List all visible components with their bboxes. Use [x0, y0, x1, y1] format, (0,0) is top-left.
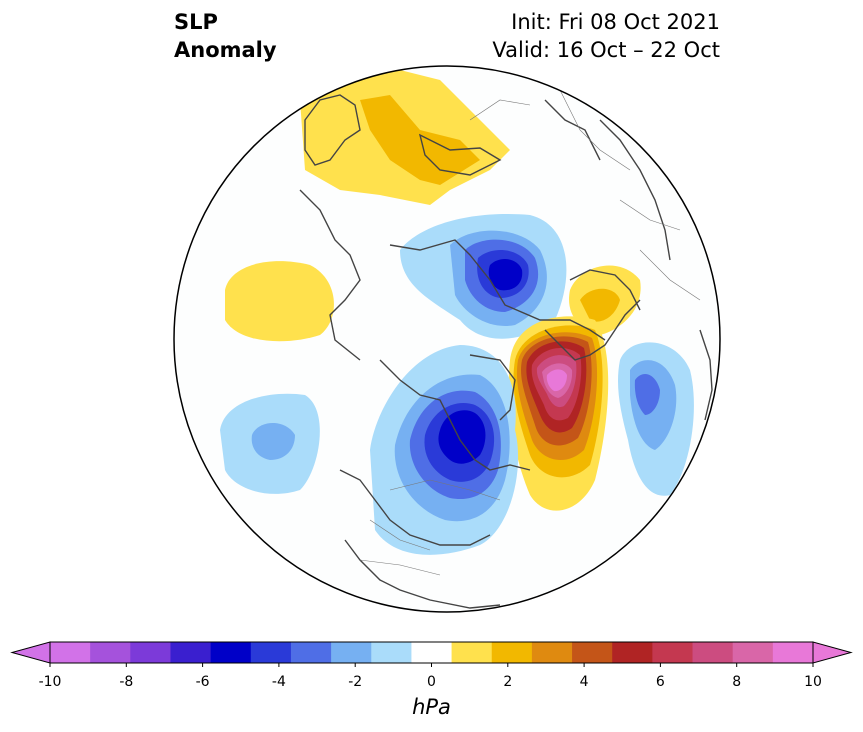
map-subtitle: Init: Fri 08 Oct 2021 Valid: 16 Oct – 22… [492, 8, 720, 64]
anomaly-barents-low [400, 214, 567, 339]
colorbar-swatch [371, 642, 412, 663]
globe-boundary [173, 65, 721, 613]
colorbar-tick-label: -2 [348, 674, 363, 690]
colorbar-tick-label: 2 [503, 674, 513, 690]
colorbar-swatch [250, 642, 292, 663]
colorbar-swatch [531, 642, 573, 663]
colorbar-swatch [572, 642, 613, 663]
colorbar-swatch [652, 642, 694, 663]
colorbar-swatch [210, 642, 252, 663]
colorbar-tick-label: 8 [732, 674, 742, 690]
title-line-1: SLP [174, 10, 218, 34]
colorbar [10, 641, 853, 667]
colorbar-swatch [331, 642, 372, 663]
polar-map [173, 65, 721, 613]
colorbar-tick-label: 10 [804, 674, 822, 690]
colorbar-swatch [290, 642, 332, 663]
country-borders [359, 89, 701, 576]
coastlines [299, 94, 713, 609]
colorbar-swatch [451, 642, 493, 663]
title-line-2: Anomaly [174, 38, 277, 62]
anomaly-east-atlantic-low [617, 342, 694, 496]
colorbar-extend-low [10, 641, 51, 664]
anomaly-pacific-low [220, 393, 320, 494]
colorbar-unit-label: hPa [412, 695, 451, 719]
valid-range: Valid: 16 Oct – 22 Oct [492, 38, 720, 62]
colorbar-tick-label: 0 [427, 674, 436, 690]
colorbar-tick-label: 6 [655, 674, 665, 690]
colorbar-swatch [90, 642, 131, 663]
colorbar-tick-label: -6 [195, 674, 210, 690]
colorbar-tick-label: 4 [579, 674, 589, 690]
anomaly-pacific-positive [225, 261, 334, 342]
colorbar-swatch [170, 642, 212, 663]
colorbar-swatch [50, 642, 91, 663]
colorbar-extend-high [812, 641, 853, 664]
colorbar-swatch [772, 642, 814, 663]
colorbar-swatch [692, 642, 734, 663]
colorbar-tick-label: -4 [271, 674, 286, 690]
init-date: Init: Fri 08 Oct 2021 [511, 10, 720, 34]
colorbar-swatch [130, 642, 171, 663]
colorbar-swatch [411, 642, 453, 663]
anomaly-hudson-low [370, 345, 519, 555]
colorbar-swatch [612, 642, 653, 663]
colorbar-tick-label: -8 [119, 674, 134, 690]
colorbar-swatch [732, 642, 774, 663]
colorbar-tick-label: -10 [38, 674, 62, 690]
map-title: SLP Anomaly [174, 8, 277, 64]
colorbar-swatch [491, 642, 533, 663]
anomaly-atlantic-high [508, 316, 609, 511]
